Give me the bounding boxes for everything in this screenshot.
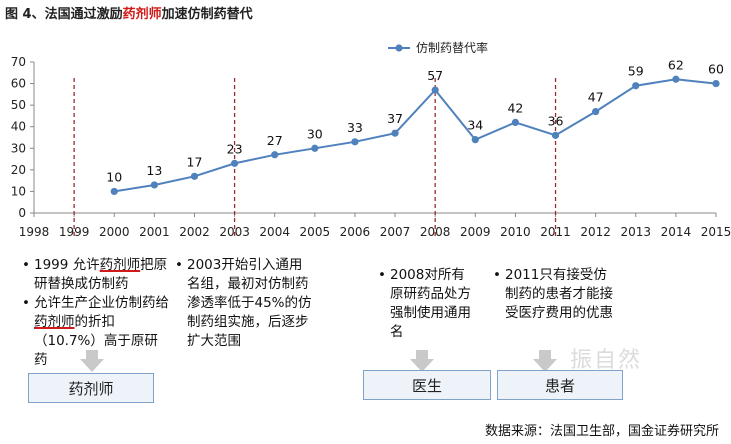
y-tick-label: 0 [18, 206, 26, 220]
data-point [632, 82, 640, 90]
down-arrow-icon [533, 350, 557, 372]
data-label: 27 [267, 133, 283, 148]
x-tick-label: 1998 [19, 225, 50, 239]
box-patient: 患者 [497, 370, 623, 400]
data-label: 57 [427, 68, 443, 83]
source-note: 数据来源：法国卫生部，国金证券研究所 [484, 424, 719, 439]
x-tick-label: 2002 [179, 225, 210, 239]
data-label: 60 [708, 62, 724, 77]
x-tick-label: 2006 [340, 225, 371, 239]
x-tick-label: 2012 [580, 225, 611, 239]
data-label: 17 [187, 154, 203, 169]
x-tick-label: 2001 [139, 225, 170, 239]
x-tick-label: 2007 [380, 225, 411, 239]
note-doctor-2008-text: 2008对所有原研药品处方强制使用通用名 [390, 267, 471, 340]
box-pharmacist-label: 药剂师 [68, 379, 114, 398]
x-tick-label: 2014 [661, 225, 692, 239]
data-point [592, 108, 600, 116]
y-tick-label: 20 [11, 163, 26, 177]
data-label: 30 [307, 126, 323, 141]
data-label: 33 [347, 120, 363, 135]
data-label: 47 [588, 90, 604, 105]
y-tick-label: 30 [11, 141, 26, 155]
data-label: 23 [227, 141, 243, 156]
down-arrow-icon [80, 350, 104, 372]
title-highlight: 药剂师 [122, 7, 162, 22]
data-point [110, 187, 118, 196]
data-label: 42 [507, 100, 523, 115]
figure-title: 图 4、法国通过激励药剂师加速仿制药替代 [5, 3, 253, 22]
note-pharmacist: • 1999 允许药剂师把原研替换成仿制药 • 允许生产企业仿制药给药剂师的折扣… [22, 257, 169, 368]
y-tick-label: 10 [11, 184, 26, 198]
down-arrow-icon [410, 350, 434, 372]
y-tick-label: 70 [11, 55, 26, 69]
x-tick-label: 2010 [500, 225, 531, 239]
data-point [271, 151, 279, 159]
series-line [114, 78, 717, 193]
data-label: 13 [146, 163, 162, 178]
data-point [431, 86, 439, 94]
watermark: 振自然 [570, 348, 643, 373]
y-tick-label: 40 [11, 120, 26, 134]
data-point [471, 136, 479, 144]
y-tick-label: 50 [11, 98, 26, 112]
data-point [311, 144, 319, 152]
legend-label: 仿制药替代率 [416, 40, 488, 55]
note-pharmacist-2a: 允许生产企业仿制药给 [34, 295, 169, 311]
box-doctor: 医生 [363, 370, 491, 400]
data-point [672, 75, 680, 83]
data-label: 37 [387, 111, 403, 126]
data-label: 59 [628, 64, 644, 79]
data-label: 10 [106, 169, 122, 184]
y-tick-label: 60 [11, 77, 26, 91]
data-point [351, 138, 359, 146]
x-tick-label: 2005 [300, 225, 331, 239]
data-point [230, 159, 239, 167]
x-tick-label: 2013 [620, 225, 651, 239]
title-suffix: 加速仿制药替代 [161, 7, 253, 22]
note-policy-2003: • 2003开始引入通用名组，最初对仿制药渗透率低于45%的仿制药组实施，后逐步扩… [175, 256, 315, 351]
note-patient-2011: • 2011只有接受仿制药的患者才能接受医疗费用的优惠 [493, 267, 613, 321]
data-point [190, 172, 199, 180]
data-point [712, 79, 720, 88]
data-point [150, 181, 158, 189]
data-label: 36 [548, 113, 564, 128]
note-pharmacist-1c: 把原研替换成仿制药 [34, 257, 168, 292]
note-pharmacist-1b: 药剂师 [99, 257, 141, 273]
x-tick-label: 2000 [99, 225, 130, 239]
x-tick-label: 2015 [701, 225, 731, 239]
x-tick-label: 2004 [259, 225, 290, 239]
title-prefix: 图 4、法国通过激励 [5, 7, 123, 22]
note-pharmacist-1a: 1999 允许 [34, 257, 100, 273]
box-pharmacist: 药剂师 [28, 373, 154, 403]
data-point [511, 118, 520, 126]
note-pharmacist-2b: 药剂师 [34, 314, 75, 330]
note-doctor-2008: • 2008对所有原研药品处方强制使用通用名 [378, 266, 478, 342]
note-patient-2011-text: 2011只有接受仿制药的患者才能接受医疗费用的优惠 [505, 267, 613, 321]
box-doctor-label: 医生 [411, 376, 442, 395]
data-label: 62 [668, 57, 684, 72]
data-label: 34 [467, 118, 483, 133]
data-point [391, 129, 399, 137]
x-tick-label: 2009 [460, 225, 491, 239]
legend-marker [395, 44, 403, 52]
data-point [551, 131, 560, 139]
box-patient-label: 患者 [544, 376, 575, 395]
note-policy-2003-text: 2003开始引入通用名组，最初对仿制药渗透率低于45%的仿制药组实施，后逐步扩大… [187, 257, 312, 349]
note-pharmacist-2c: 的折扣（10.7%）高于原研药 [34, 314, 158, 368]
